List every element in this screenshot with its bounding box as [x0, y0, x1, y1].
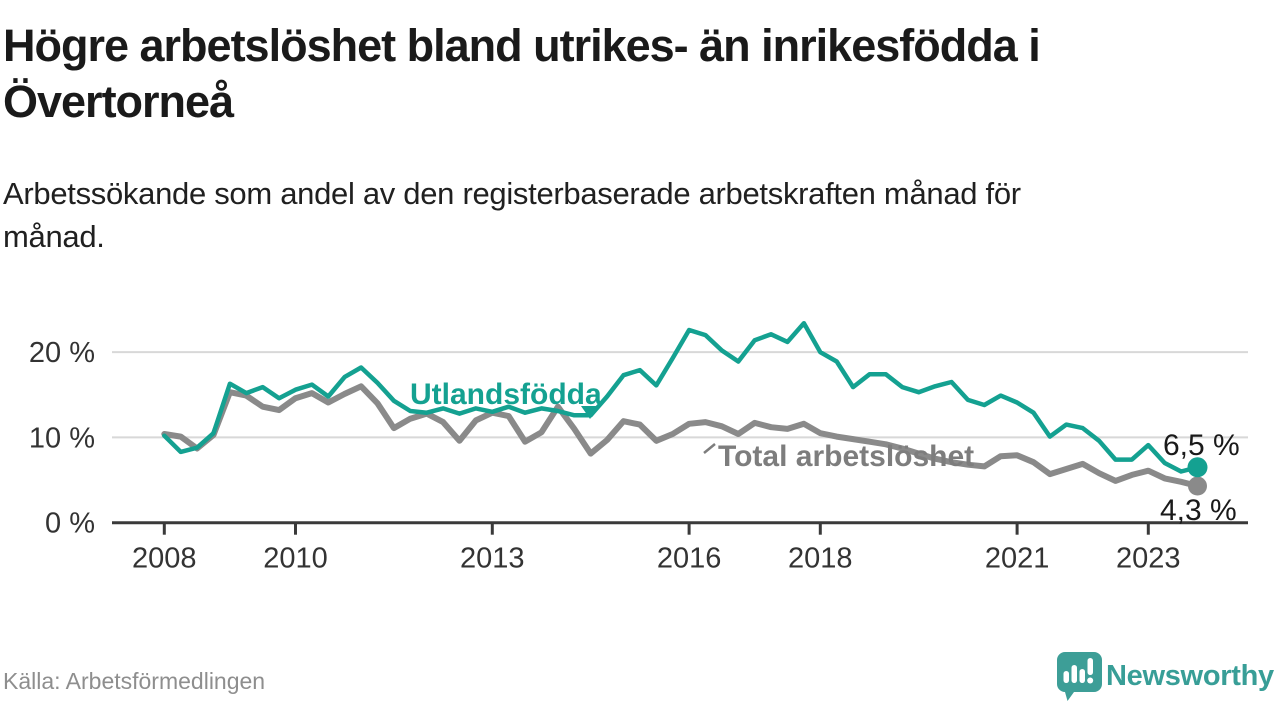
x-tick-label: 2008: [132, 543, 197, 575]
page-title: Högre arbetslöshet bland utrikes- än inr…: [3, 20, 1041, 127]
series-line-utlandsfodda: [162, 320, 1200, 474]
series-label-utlandsfodda: Utlandsfödda: [410, 378, 602, 411]
bar-3: [1079, 669, 1085, 683]
series-label-total: Total arbetslöshet: [718, 440, 974, 473]
x-tick-label: 2013: [460, 543, 525, 575]
x-axis: 2008 2010 2013 2016 2018 2021 2023: [112, 521, 1248, 575]
x-tick-label: 2016: [657, 543, 722, 575]
bar-2: [1071, 665, 1077, 683]
x-tick-label: 2021: [985, 543, 1050, 575]
series-line-total: [161, 383, 1201, 489]
x-tick-label: 2010: [263, 543, 328, 575]
source-caption: Källa: Arbetsförmedlingen: [3, 668, 266, 694]
x-tick-label: 2023: [1116, 543, 1181, 575]
newsworthy-wordmark: Newsworthy: [1106, 660, 1274, 692]
end-value-label-total: 4,3 %: [1160, 494, 1237, 527]
bar-1: [1063, 671, 1069, 683]
y-tick-label: 10 %: [29, 422, 95, 454]
end-value-label-utlandsfodda: 6,5 %: [1163, 429, 1240, 462]
y-tick-label: 20 %: [29, 337, 95, 369]
series-label-leader-line: [703, 443, 716, 454]
gridlines: 0 % 10 % 20 %: [29, 337, 1248, 540]
chart-subtitle: Arbetssökande som andel av den registerb…: [3, 176, 1021, 254]
series-lines: [161, 320, 1208, 496]
x-tick-label: 2018: [788, 543, 853, 575]
newsworthy-logo: Newsworthy: [1054, 648, 1280, 701]
newsworthy-bubble-icon: [1057, 652, 1102, 701]
end-dot-total: [1188, 476, 1207, 496]
y-tick-label: 0 %: [45, 508, 95, 540]
series-label-pointer-triangle-icon: [581, 406, 599, 419]
exclamation-stroke: [1087, 658, 1093, 675]
exclamation-dot: [1087, 677, 1094, 684]
end-dot-utlandsfodda: [1187, 457, 1208, 478]
